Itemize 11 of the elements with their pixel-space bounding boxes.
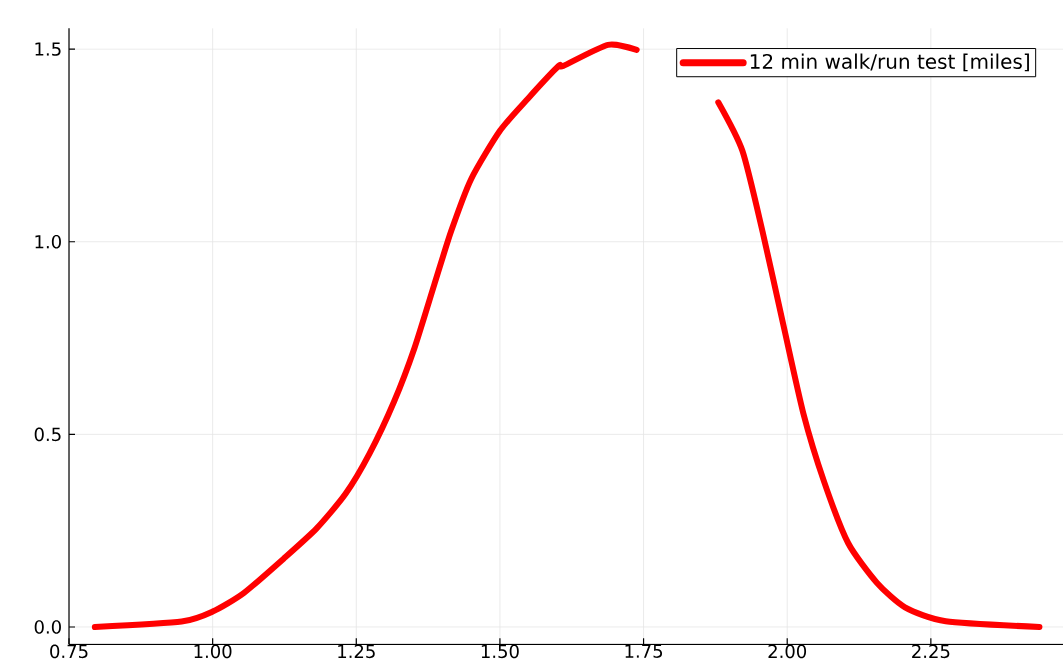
x-tick-label: 1.50 — [481, 644, 519, 659]
x-tick-label: 0.75 — [50, 644, 88, 659]
y-tick-label: 0.5 — [34, 427, 61, 442]
x-tick-label: 2.00 — [768, 644, 807, 659]
y-tick-label: 0.0 — [34, 620, 61, 634]
x-tick-label: 2.25 — [912, 644, 950, 659]
x-tick-label: 1.00 — [194, 644, 232, 659]
x-tick-label: 1.25 — [338, 644, 375, 659]
y-tick-label: 1.5 — [35, 42, 61, 56]
legend-label: 12 min walk/run test [miles] — [750, 53, 1029, 72]
y-tick-label: 1.0 — [35, 234, 61, 249]
